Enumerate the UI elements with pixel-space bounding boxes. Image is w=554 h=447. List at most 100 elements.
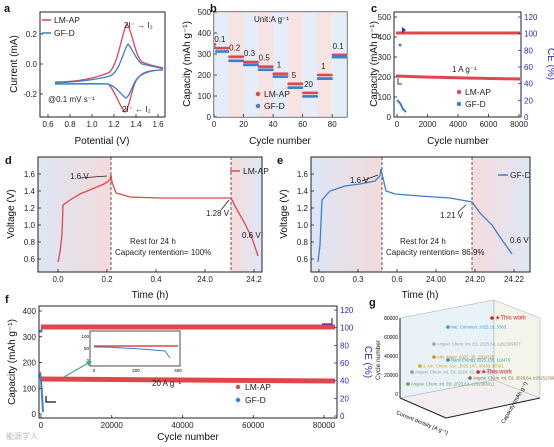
x-tick-label: 20000 [101, 421, 124, 430]
rate-band [258, 12, 274, 117]
panel-c: c 1 A g⁻¹ LM-AP GF-D 0 2000 4000 6000 8000 0… [369, 3, 554, 147]
inset-x-tick-label: 0 [93, 368, 96, 373]
y-tick-label: 1.6 [297, 170, 309, 179]
x-tick-label: 1.2 [108, 120, 120, 129]
y-tick-label: 1.2 [24, 204, 36, 213]
y-tick-label: 80 [340, 341, 349, 350]
x-tick-label: 1.4 [130, 120, 142, 129]
panel-letter-e: e [277, 155, 283, 167]
panel-c-ce-axis-arrow [402, 27, 406, 33]
panel-letter-c: c [371, 3, 377, 15]
panel-g-yticks: 0 20000 40000 60000 80000 [384, 316, 398, 398]
y-tick-label: 0 [340, 412, 345, 421]
y-tick-label: -0.2 [23, 90, 37, 99]
panel-c-frame [393, 11, 522, 118]
y-tick-label: 0.8 [24, 238, 36, 247]
panel-d-arrow-16v [79, 175, 108, 179]
x-tick-label: 0.2 [101, 275, 113, 284]
panel-c-legend-gfd-marker [456, 101, 462, 107]
panel-f-capacity-axis-arrow [45, 396, 56, 403]
y-tick-label: 300 [198, 50, 212, 59]
y-tick-label: 100 [340, 324, 354, 333]
panel-a-gfd-lower-curve [55, 69, 164, 99]
data-point-lmap [213, 42, 217, 46]
panel-e-arrow-121v [457, 204, 467, 213]
x-tick-label: 6000 [480, 120, 498, 129]
panel-f-xticks: 0 20000 40000 60000 80000 [39, 415, 336, 430]
panel-f-xlabel: Cycle number [157, 432, 219, 443]
y-tick-label: 0.6 [297, 255, 309, 264]
panel-f-legend-gfd: GF-D [245, 395, 266, 405]
panel-b-xlabel: Cycle number [249, 136, 311, 147]
x-tick-label: 8000 [510, 120, 528, 129]
panel-e-charge-shade [311, 157, 382, 272]
panel-f-y2ticks: 0 20 40 60 80 100 120 [334, 306, 354, 421]
x-tick-label: 0.0 [313, 275, 325, 284]
panel-d-yticks: 0.6 0.8 1.0 1.2 1.4 1.6 [24, 170, 41, 264]
panel-d-rest-shade [111, 157, 231, 272]
data-point-lmap [270, 65, 274, 68]
x-tick-label: 0.6 [42, 120, 54, 129]
x-tick-label: 2000 [419, 120, 437, 129]
panel-f-gfd-capacity-line [39, 371, 44, 413]
y-tick-label: 1.0 [24, 221, 36, 230]
x-tick-label: 80 [328, 120, 337, 129]
panel-a-yticks: -0.2 0.0 0.2 [23, 30, 43, 99]
panel-b-yticks: 0 100 200 300 400 500 [198, 8, 217, 122]
x-tick-label: 24.2 [246, 275, 262, 284]
panel-e-ylabel: Voltage (V) [279, 189, 290, 238]
y-tick-label: 500 [378, 13, 392, 22]
x-tick-label: 0.4 [150, 275, 162, 284]
g-point [410, 370, 414, 374]
rate-band [332, 12, 347, 117]
y-tick-label: 300 [378, 53, 392, 62]
x-tick-label: 40 [269, 120, 278, 129]
y-tick-label: 1.0 [297, 221, 309, 230]
g-point-label: ★This work [495, 315, 527, 322]
g-point-label: J. Am. Chem. Soc. 2025,147, 30406-30601 [423, 364, 504, 369]
x-tick-label: 1.0 [86, 120, 98, 129]
panel-b-xticks: 0 20 40 60 80 [212, 114, 337, 129]
panel-e-anno-rest: Rest for 24 h [400, 237, 446, 246]
rate-label: 1 [321, 62, 326, 71]
panel-c-xticks: 0 2000 4000 6000 8000 [395, 114, 528, 129]
rate-band [287, 12, 303, 117]
rate-band [273, 12, 288, 117]
inset-x-tick-label: 400 [174, 368, 182, 373]
y-tick-label: 200 [198, 71, 212, 80]
rate-band [302, 12, 318, 117]
panel-letter-g: g [369, 297, 376, 309]
rate-label: 0.1 [214, 35, 226, 44]
panel-d-arrow-128v [220, 199, 230, 211]
y-tick-label: 400 [198, 29, 212, 38]
y-tick-label: 20000 [384, 373, 398, 379]
panel-f-lmap-capacity-line [40, 376, 336, 384]
y-tick-label: 0.8 [297, 238, 309, 247]
panel-e-xticks: 0.0 0.3 0.6 24.00 24.20 24.22 [313, 269, 525, 284]
panel-f-inset-pointer-head [86, 361, 92, 366]
y-tick-label: 1.6 [24, 170, 36, 179]
panel-d-anno-06v: 0.6 V [242, 231, 261, 240]
panel-d-anno-retention: Capacity rentention= 100% [115, 248, 211, 257]
data-point-gfd [344, 55, 348, 59]
panel-e-frame [310, 156, 531, 273]
panel-b-points [213, 42, 348, 98]
panel-f-legend-gfd-marker [235, 397, 241, 403]
panel-a-anno-oxidation: 2I⁻ → I₂ [124, 21, 153, 30]
panel-f-legend-lmap: LM-AP [245, 382, 271, 392]
panel-b-legend-lmap: LM-AP [264, 89, 290, 99]
g-point-label: Angew. Chem. Int. Ed. 2024, 63, e2024140… [415, 370, 500, 375]
y-tick-label: 20 [524, 96, 533, 105]
panel-f-inset: 0 200 400 0 50 100 [81, 330, 182, 373]
panel-b-rate-bands [214, 12, 347, 117]
rate-band [214, 12, 229, 117]
x-tick-label: 0 [212, 120, 217, 129]
panel-d-anno-16v: 1.6 V [70, 172, 89, 181]
g-point [432, 342, 436, 346]
rate-label: 1 [277, 61, 282, 70]
panel-e-anno-121v: 1.21 V [440, 211, 464, 220]
x-tick-label: 24.20 [465, 275, 486, 284]
